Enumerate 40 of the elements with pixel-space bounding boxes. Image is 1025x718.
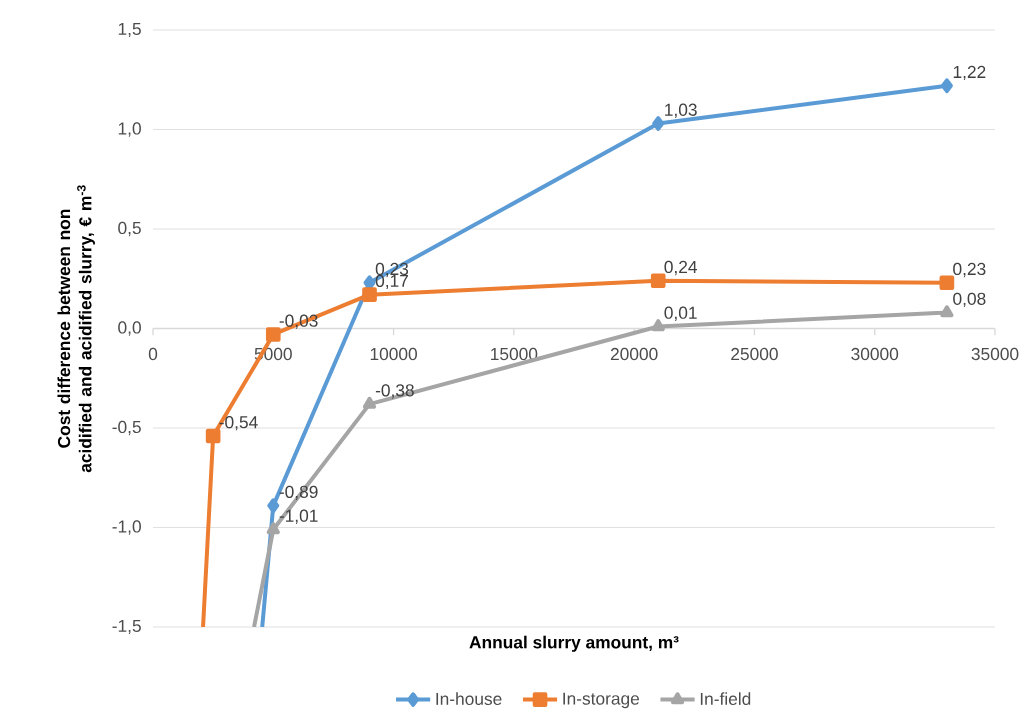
- x-tick-label: 25000: [731, 347, 778, 361]
- data-label: 0,01: [664, 306, 697, 321]
- data-label: 1,03: [665, 103, 697, 118]
- data-label: -0,89: [279, 485, 318, 501]
- x-tick-label: 20000: [610, 347, 658, 361]
- point: [652, 116, 665, 131]
- x-tick-label: 35000: [971, 347, 1019, 361]
- point: [265, 327, 281, 342]
- point: [362, 396, 377, 409]
- point: [362, 287, 377, 303]
- y-tick-label: -1,0: [112, 520, 141, 535]
- x-axis-title: Annual slurry amount, m³: [469, 635, 679, 652]
- x-tick-label: 30000: [851, 347, 899, 361]
- y-tick-label: 1,5: [118, 22, 141, 38]
- y-tick-label: 0,5: [118, 221, 141, 237]
- point: [939, 275, 955, 291]
- point: [650, 273, 666, 289]
- data-label: -1,01: [279, 509, 318, 524]
- point: [267, 498, 280, 513]
- data-label: -0,38: [375, 384, 414, 399]
- x-tick-label: 15000: [491, 347, 538, 361]
- x-tick-label: 0: [148, 347, 158, 361]
- point: [940, 78, 953, 94]
- point: [266, 522, 280, 535]
- y-tick-label: 0,0: [118, 321, 141, 336]
- y-axis-title: Cost difference between non acidified and acidified slurry, € m$^{-3}$: [57, 185, 95, 473]
- point: [651, 319, 665, 332]
- y-tick-label: -1,5: [112, 619, 141, 635]
- y-tick-label: -0,5: [112, 420, 141, 436]
- data-label: 0,23: [953, 262, 986, 278]
- x-tick-label: 10000: [370, 347, 417, 361]
- legend-label: In-field: [700, 692, 751, 706]
- data-label: 0,08: [953, 292, 986, 307]
- data-label: 1,22: [953, 65, 986, 81]
- point: [205, 428, 221, 444]
- data-label: 0,24: [664, 260, 698, 276]
- point: [940, 305, 954, 318]
- legend-label: In-house: [436, 692, 502, 706]
- y-tick-label: 1,0: [118, 122, 141, 137]
- legend-label: In-storage: [563, 692, 640, 709]
